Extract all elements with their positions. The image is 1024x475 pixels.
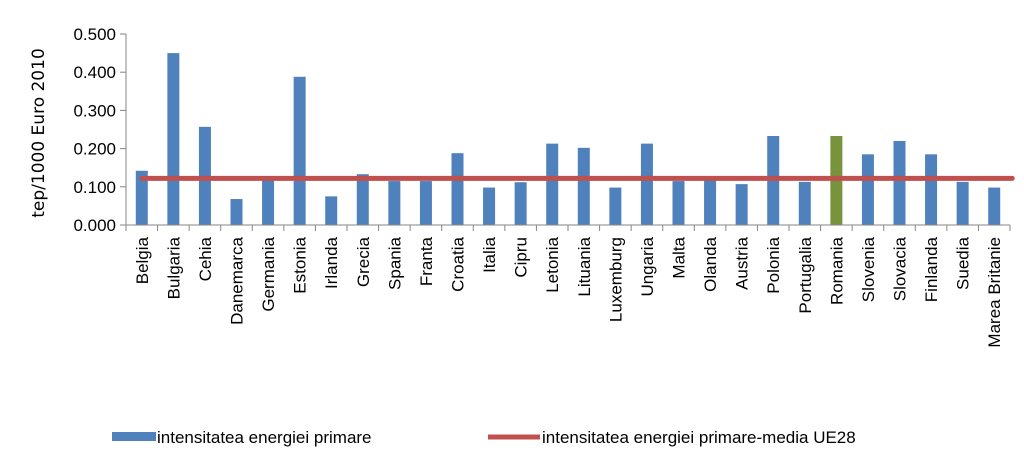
bar-italia xyxy=(483,187,496,225)
bar-olanda xyxy=(704,180,717,225)
category-label-ungaria: Ungaria xyxy=(638,236,657,296)
bar-portugalia xyxy=(798,181,811,225)
category-label-cehia: Cehia xyxy=(196,236,215,281)
bar-finlanda xyxy=(925,154,938,225)
legend-swatch-bars xyxy=(112,432,156,441)
category-label-luxemburg: Luxemburg xyxy=(606,237,625,322)
bar-austria xyxy=(735,184,748,225)
bar-luxemburg xyxy=(609,187,622,225)
legend-label-line: intensitatea energiei primare-media UE28 xyxy=(542,428,856,447)
category-label-austria: Austria xyxy=(733,236,752,289)
bar-estonia xyxy=(293,76,306,225)
category-label-spania: Spania xyxy=(385,236,404,289)
category-label-danemarca: Danemarca xyxy=(228,236,247,324)
category-label-slovenia: Slovenia xyxy=(859,236,878,302)
bar-franta xyxy=(419,181,432,225)
bar-spania xyxy=(388,181,401,225)
category-label-belgia: Belgia xyxy=(133,236,152,284)
bar-malta xyxy=(672,181,685,225)
bar-lituania xyxy=(577,147,590,225)
category-label-romania: Romania xyxy=(827,236,846,305)
bar-slovenia xyxy=(861,154,874,225)
y-tick-label-4: 0.400 xyxy=(73,63,116,82)
y-tick-label-3: 0.300 xyxy=(73,101,116,120)
category-label-cipru: Cipru xyxy=(512,237,531,278)
legend-label-bars: intensitatea energiei primare xyxy=(157,428,372,447)
category-label-malta: Malta xyxy=(670,236,689,278)
bar-bulgaria xyxy=(167,53,180,225)
category-label-germania: Germania xyxy=(259,236,278,311)
category-labels: Belgia Bulgaria Cehia Danemarca Germania Esto… xyxy=(133,236,1004,347)
bar-belgia xyxy=(135,170,148,225)
category-label-portugalia: Portugalia xyxy=(796,236,815,313)
category-label-letonia: Letonia xyxy=(543,236,562,292)
y-tick-label-5: 0.500 xyxy=(73,25,116,44)
bar-croatia xyxy=(451,153,464,225)
category-label-italia: Italia xyxy=(480,236,499,272)
y-axis-title: tep/1000 Euro 2010 xyxy=(29,48,49,218)
axes xyxy=(125,34,1011,231)
bars xyxy=(135,53,1001,225)
y-tick-label-1: 0.100 xyxy=(73,178,116,197)
category-label-bulgaria: Bulgaria xyxy=(164,236,183,299)
bar-slovacia xyxy=(893,140,906,225)
y-tick-label-0: 0.000 xyxy=(73,216,116,235)
y-axis-title-group: tep/1000 Euro 2010 xyxy=(29,48,49,218)
y-axis-ticks: 0.000 0.100 0.200 0.300 0.400 0.500 xyxy=(73,25,126,235)
category-label-grecia: Grecia xyxy=(354,236,373,287)
category-label-estonia: Estonia xyxy=(291,236,310,293)
category-label-polonia: Polonia xyxy=(764,236,783,293)
bar-germania xyxy=(262,179,275,225)
category-label-olanda: Olanda xyxy=(701,236,720,291)
bar-cipru xyxy=(514,182,527,225)
y-tick-label-2: 0.200 xyxy=(73,140,116,159)
bar-grecia xyxy=(356,174,369,225)
category-label-lituania: Lituania xyxy=(575,236,594,296)
category-label-suedia: Suedia xyxy=(954,236,973,289)
bar-marea-britanie xyxy=(988,187,1001,225)
category-label-irlanda: Irlanda xyxy=(322,236,341,289)
category-label-franta: Franta xyxy=(417,236,436,286)
legend: intensitatea energiei primare intensitat… xyxy=(112,428,856,447)
bar-suedia xyxy=(956,181,969,225)
category-label-finlanda: Finlanda xyxy=(922,236,941,302)
bar-ungaria xyxy=(640,143,653,225)
bar-danemarca xyxy=(230,199,243,225)
category-label-croatia: Croatia xyxy=(449,236,468,291)
category-label-marea-britanie: Marea Britanie xyxy=(985,237,1004,348)
bar-letonia xyxy=(546,143,559,225)
bar-irlanda xyxy=(325,196,338,225)
category-label-slovacia: Slovacia xyxy=(891,236,910,301)
